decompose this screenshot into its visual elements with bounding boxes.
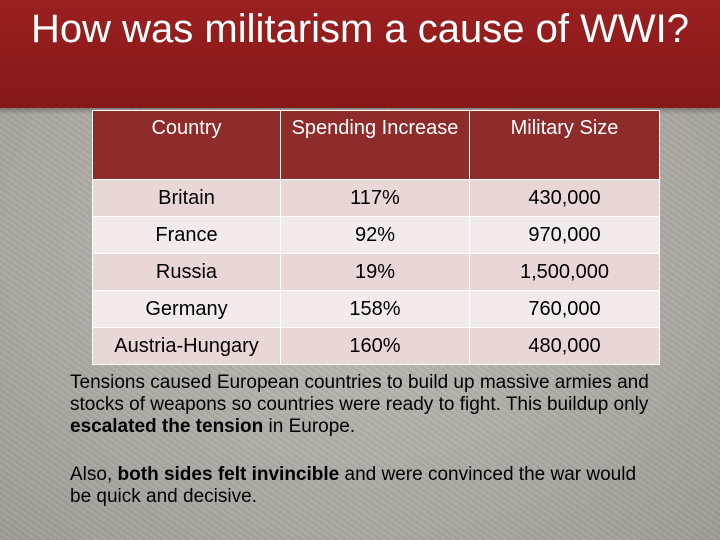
cell-spending-increase: 92% xyxy=(280,216,470,254)
table-row: Germany 158% 760,000 xyxy=(92,290,660,328)
militarism-table: Country Spending Increase Military Size … xyxy=(92,110,660,365)
tensions-text-end: in Europe. xyxy=(263,416,356,437)
invincible-text-start: Also, xyxy=(70,464,118,485)
tensions-text-start: Tensions caused European countries to bu… xyxy=(70,372,649,415)
cell-military-size: 1,500,000 xyxy=(469,253,660,291)
tensions-paragraph: Tensions caused European countries to bu… xyxy=(70,372,660,438)
table-row: Austria-Hungary 160% 480,000 xyxy=(92,327,660,365)
cell-military-size: 970,000 xyxy=(469,216,660,254)
table-row: Russia 19% 1,500,000 xyxy=(92,253,660,291)
cell-military-size: 480,000 xyxy=(469,327,660,365)
table-row: France 92% 970,000 xyxy=(92,216,660,254)
slide-title: How was militarism a cause of WWI? xyxy=(31,7,689,51)
cell-country: Germany xyxy=(92,290,281,328)
cell-spending-increase: 158% xyxy=(280,290,470,328)
cell-spending-increase: 160% xyxy=(280,327,470,365)
cell-spending-increase: 117% xyxy=(280,179,470,217)
title-bar: How was militarism a cause of WWI? xyxy=(0,0,720,114)
cell-country: Austria-Hungary xyxy=(92,327,281,365)
table-header-row: Country Spending Increase Military Size xyxy=(92,110,660,180)
header-military-size: Military Size xyxy=(469,110,660,180)
cell-country: Britain xyxy=(92,179,281,217)
cell-military-size: 760,000 xyxy=(469,290,660,328)
header-country: Country xyxy=(92,110,281,180)
invincible-text-end: and were convinced the war would be quic… xyxy=(70,464,637,507)
invincible-paragraph: Also, both sides felt invincible and wer… xyxy=(70,464,660,508)
cell-military-size: 430,000 xyxy=(469,179,660,217)
cell-spending-increase: 19% xyxy=(280,253,470,291)
table-row: Britain 117% 430,000 xyxy=(92,179,660,217)
cell-country: Russia xyxy=(92,253,281,291)
tensions-emphasis: escalated the tension xyxy=(70,416,264,437)
cell-country: France xyxy=(92,216,281,254)
header-spending-increase: Spending Increase xyxy=(280,110,470,180)
invincible-emphasis: both sides felt invincible xyxy=(117,464,340,485)
